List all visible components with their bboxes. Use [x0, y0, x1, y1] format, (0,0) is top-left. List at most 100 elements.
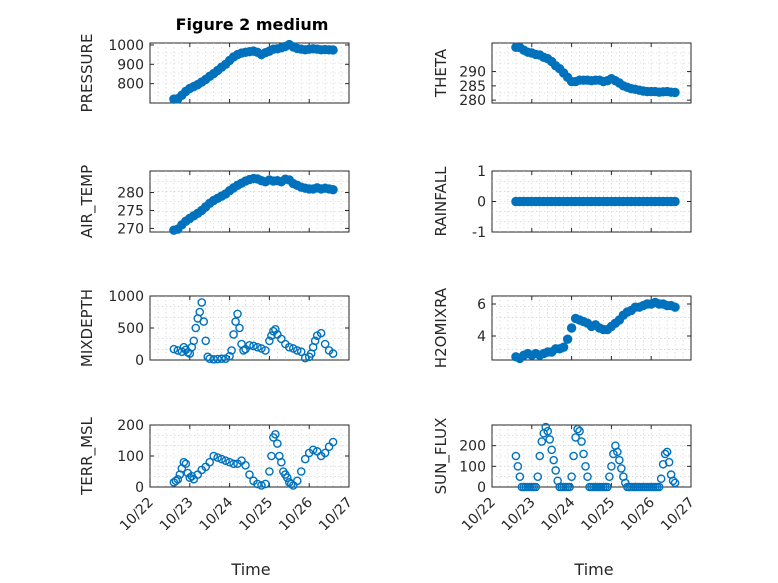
terr_msl-y-tick-label: 200	[117, 418, 144, 434]
sun_flux-data-point	[547, 445, 557, 455]
mixdepth-data-point	[292, 346, 302, 355]
sun_flux-data-point	[583, 472, 592, 481]
terr_msl-data-point	[292, 476, 302, 486]
sun_flux-data-point	[513, 462, 523, 471]
sun_flux-data-point	[569, 451, 578, 461]
sun_flux-x-tick-label: 10/24	[539, 494, 579, 534]
terr_msl-data-point	[308, 445, 318, 455]
mixdepth-data-point	[231, 317, 240, 326]
sun_flux-data-point	[535, 451, 545, 461]
rainfall-y-tick-label: 0	[477, 195, 486, 211]
panel-terr-msl: 0 100 200 TERR_MSL 10/22 10/23 10/24 10/25 10/26…	[78, 416, 356, 534]
mixdepth-data-point	[265, 336, 274, 346]
h2omixra-data-point	[558, 342, 569, 352]
terr_msl-x-tick-label: 10/26	[276, 494, 316, 534]
h2omixra-y-axis-label: H2OMIXRA	[432, 287, 450, 368]
theta-y-axis-label: THETA	[432, 48, 450, 98]
pressure-y-tick-label: 900	[117, 57, 144, 73]
rainfall-data-point	[670, 196, 680, 207]
mixdepth-data-point	[229, 330, 238, 339]
air_temp-data-point	[328, 184, 338, 195]
sun_flux-data-point	[575, 426, 584, 436]
sun_flux-data-point	[613, 447, 622, 457]
mixdepth-data-point	[267, 331, 276, 340]
terr_msl-x-tick-label: 10/24	[197, 494, 237, 534]
figure-title: Figure 2 medium	[176, 15, 329, 34]
air_temp-y-axis-label: AIR_TEMP	[78, 165, 97, 238]
mixdepth-data-point	[205, 354, 214, 364]
sun_flux-data-point	[511, 451, 521, 461]
mixdepth-data-point	[271, 324, 280, 334]
terr_msl-data-point	[253, 479, 262, 489]
pressure-y-tick-label: 800	[117, 77, 144, 93]
sun_flux-data-point	[617, 464, 626, 473]
sun_flux-data-point	[549, 455, 558, 465]
mixdepth-data-point	[209, 355, 218, 364]
mixdepth-data-point	[253, 342, 262, 352]
sun_flux-data-point	[615, 455, 624, 465]
sun_flux-data-point	[579, 449, 588, 459]
terr_msl-data-point	[173, 474, 183, 484]
mixdepth-data-point	[261, 346, 270, 355]
terr_msl-x-tick-label: 10/22	[117, 495, 157, 535]
mixdepth-data-point	[235, 323, 244, 333]
mixdepth-data-point	[296, 347, 306, 356]
air_temp-y-tick-label: 270	[117, 221, 144, 237]
mixdepth-data-point	[239, 346, 248, 355]
terr_msl-x-tick-label: 10/23	[157, 495, 197, 535]
terr_msl-data-point	[261, 479, 270, 489]
panel-pressure: 800 900 1000 PRESSURE	[78, 34, 350, 112]
terr_msl-x-tick-label: 10/25	[236, 495, 276, 535]
mixdepth-y-axis-label: MIXDEPTH	[78, 289, 96, 367]
theta-y-tick-label: 290	[459, 65, 486, 81]
terr_msl-data-point	[265, 467, 274, 476]
terr_msl-data-point	[328, 437, 338, 447]
panel-mixdepth: 0 500 1000 MIXDEPTH	[78, 289, 350, 369]
mixdepth-data-point	[225, 351, 234, 361]
terr_msl-data-point	[273, 439, 282, 448]
mixdepth-data-point	[169, 344, 179, 354]
sun_flux-data-point	[581, 462, 590, 471]
mixdepth-y-tick-label: 500	[117, 321, 144, 337]
terr_msl-data-point	[300, 454, 310, 464]
x-axis-label-right: Time	[573, 560, 613, 579]
terr_msl-data-point	[241, 460, 250, 470]
terr_msl-data-point	[267, 451, 276, 461]
terr_msl-data-point	[213, 453, 222, 462]
h2omixra-data-point	[566, 323, 577, 333]
terr_msl-data-point	[277, 457, 286, 467]
terr_msl-data-point	[283, 473, 292, 483]
mixdepth-data-point	[328, 349, 338, 358]
terr_msl-data-point	[320, 448, 330, 458]
mixdepth-data-point	[284, 342, 294, 352]
air_temp-y-tick-label: 275	[117, 203, 144, 219]
sun_flux-data-point	[531, 482, 541, 492]
rainfall-y-tick-label: -1	[472, 225, 486, 241]
theta-data-point	[670, 87, 680, 98]
terr_msl-data-point	[185, 473, 195, 483]
mixdepth-y-tick-label: 1000	[108, 289, 144, 305]
mixdepth-data-point	[189, 336, 199, 346]
mixdepth-data-point	[257, 344, 266, 353]
terr_msl-data-point	[245, 470, 254, 479]
mixdepth-data-point	[316, 328, 326, 338]
sun_flux-y-tick-label: 200	[459, 439, 486, 455]
panel-h2omixra: 4 6 H2OMIXRA	[432, 287, 692, 368]
mixdepth-data-point	[245, 340, 254, 350]
mixdepth-data-point	[201, 336, 211, 346]
terr_msl-data-point	[296, 467, 306, 476]
terr_msl-data-point	[221, 456, 230, 465]
sun_flux-data-point	[565, 482, 574, 492]
theta-y-tick-label: 285	[459, 79, 486, 95]
terr_msl-data-point	[209, 451, 218, 461]
mixdepth-data-point	[288, 344, 298, 353]
sun_flux-data-point	[541, 422, 551, 432]
mixdepth-data-point	[233, 309, 242, 319]
terr_msl-data-point	[271, 429, 280, 439]
sun_flux-data-point	[545, 435, 555, 444]
x-axis-label-left: Time	[230, 560, 270, 579]
mixdepth-data-point	[310, 336, 320, 346]
mixdepth-data-point	[217, 354, 226, 364]
